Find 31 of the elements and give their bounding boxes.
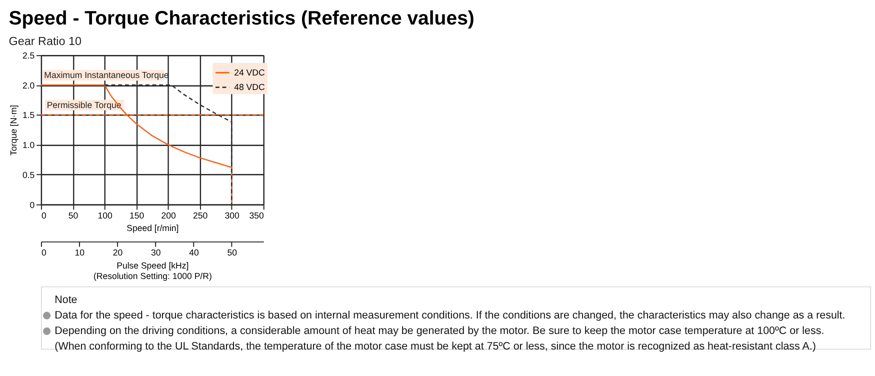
x-tick-label: 300 <box>224 210 240 221</box>
x-axis-title: Speed [r/min] <box>126 223 179 234</box>
x-tick-label: 350 <box>249 210 264 221</box>
x-tick-label: 50 <box>68 210 78 221</box>
x2-tick-label: 20 <box>112 248 123 258</box>
chart-title: Speed - Torque Characteristics (Reference values) <box>8 7 474 30</box>
y-tick-label: 1.5 <box>22 110 35 120</box>
x-tick-label: 100 <box>98 210 112 221</box>
text: Note <box>54 294 78 306</box>
x-tick-label: 250 <box>193 210 208 221</box>
chart-subtitle: Gear Ratio 10 <box>8 34 82 48</box>
y-tick-label: 0 <box>30 200 35 210</box>
x2-tick-label: 0 <box>41 248 46 258</box>
x2-tick-label: 30 <box>150 248 161 258</box>
text: (When conforming to the UL Standards, the temperature of the motor case must be kept at 75ºC or less, since the motor is recognized as heat-resistant class A.) <box>54 340 816 353</box>
legend-label: 48 VDC <box>234 82 265 92</box>
x-tick-label: 200 <box>161 210 176 221</box>
text: Data for the speed - torque characteristics is based on internal measurement conditions. If the conditions are changed, the characteristics may also change as a result. <box>54 310 846 322</box>
y-tick-label: 0.5 <box>22 170 35 180</box>
y-tick-label: 2.5 <box>22 50 35 61</box>
x-tick-label: 150 <box>129 210 144 221</box>
y-tick-label: 2.0 <box>22 80 35 90</box>
y-axis-title: Torque [N·m] <box>8 104 19 156</box>
text: Depending on the driving conditions, a considerable amount of heat may be generated by the motor. Be sure to keep the motor case temperature at 100ºC or less. <box>54 325 824 338</box>
legend-label: 24 VDC <box>234 68 265 78</box>
x2-tick-label: 40 <box>189 248 199 258</box>
x2-tick-label: 50 <box>227 248 238 258</box>
y-tick-label: 1.0 <box>22 140 35 150</box>
x-tick-label: 0 <box>41 210 46 221</box>
x2-tick-label: 10 <box>74 248 85 258</box>
x2-axis-title: Pulse Speed [kHz] (Resolution Setting: 1000 P/R) <box>93 260 212 281</box>
